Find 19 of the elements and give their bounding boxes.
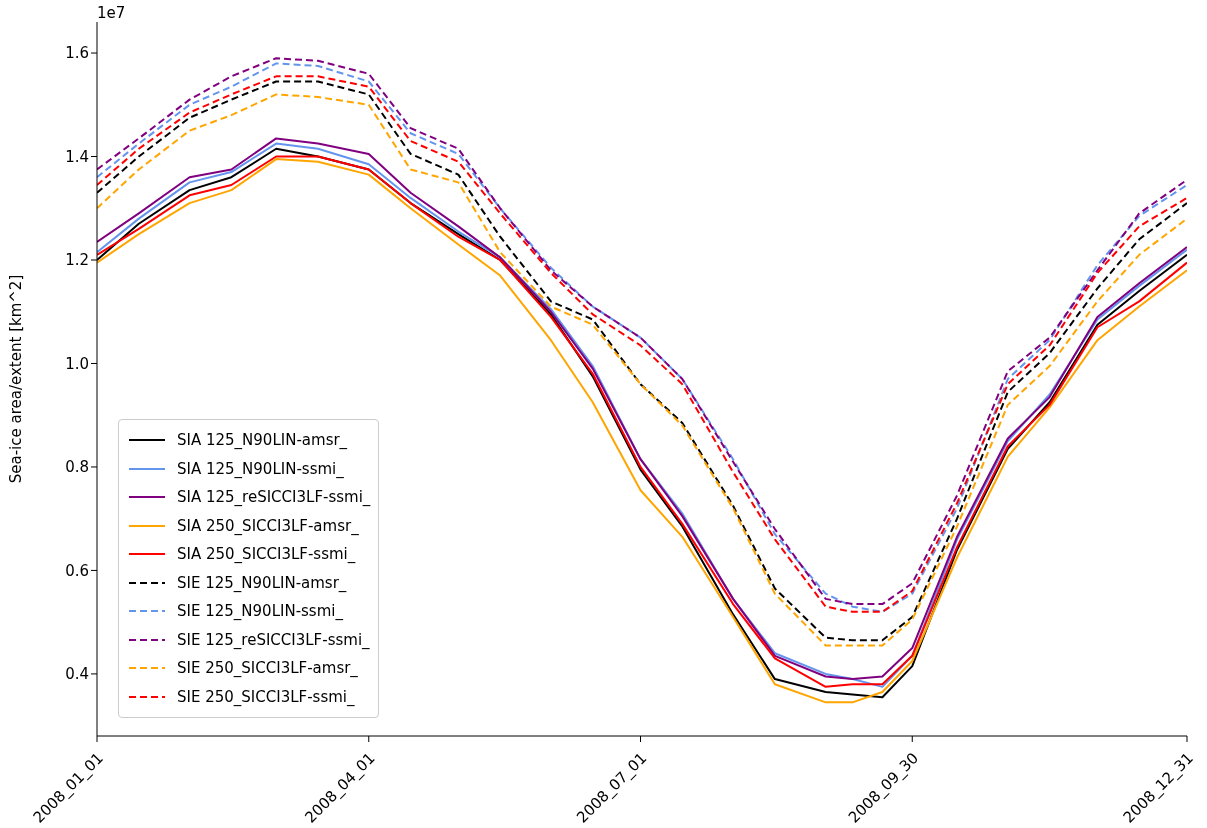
axis-multiplier: 1e7	[97, 4, 126, 22]
legend-label: SIA 250_SICCI3LF-ssmi_	[177, 545, 356, 564]
legend-label: SIE 125_reSICCI3LF-ssmi_	[177, 630, 370, 649]
y-tick-label: 0.6	[65, 561, 89, 580]
legend-label: SIA 250_SICCI3LF-amsr_	[177, 516, 359, 535]
y-axis-title: Sea-ice area/extent [km^2]	[7, 274, 26, 484]
legend-label: SIA 125_N90LIN-amsr_	[177, 431, 348, 450]
y-tick-label: 1.0	[65, 354, 89, 373]
legend-label: SIA 125_reSICCI3LF-ssmi_	[177, 488, 371, 507]
legend-label: SIE 250_SICCI3LF-amsr_	[177, 659, 358, 678]
y-tick-label: 1.4	[65, 147, 89, 166]
y-tick-label: 1.6	[65, 44, 89, 63]
legend-label: SIE 125_N90LIN-ssmi_	[177, 602, 343, 621]
y-tick-label: 0.8	[65, 458, 89, 477]
legend-label: SIE 125_N90LIN-amsr_	[177, 573, 347, 592]
y-tick-label: 1.2	[65, 251, 89, 270]
y-tick-label: 0.4	[65, 665, 89, 684]
legend-label: SIE 250_SICCI3LF-ssmi_	[177, 687, 355, 706]
legend-label: SIA 125_N90LIN-ssmi_	[177, 459, 344, 478]
